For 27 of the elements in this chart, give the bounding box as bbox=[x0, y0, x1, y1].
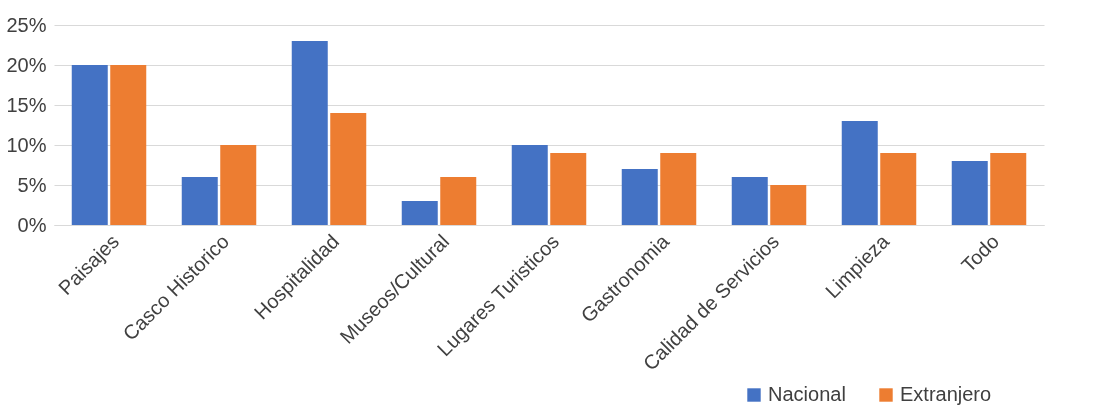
bar bbox=[990, 153, 1027, 225]
bar bbox=[401, 201, 438, 225]
legend-label: Nacional bbox=[768, 383, 846, 405]
x-tick-label: Todo bbox=[956, 230, 1004, 277]
y-tick-label: 25% bbox=[6, 13, 47, 36]
bar bbox=[880, 153, 917, 225]
y-tick-label: 0% bbox=[17, 213, 47, 236]
bar bbox=[660, 153, 697, 225]
bar bbox=[291, 41, 328, 225]
bar bbox=[110, 65, 147, 225]
bar bbox=[71, 65, 108, 225]
y-tick-label: 10% bbox=[6, 133, 47, 156]
legend-label: Extranjero bbox=[900, 383, 992, 405]
bar bbox=[220, 145, 257, 225]
bar bbox=[770, 185, 807, 225]
y-tick-label: 20% bbox=[6, 53, 47, 76]
bar bbox=[330, 113, 367, 225]
bar bbox=[181, 177, 218, 225]
y-tick-label: 5% bbox=[17, 173, 47, 196]
bar bbox=[731, 177, 768, 225]
bar bbox=[951, 161, 988, 225]
y-tick-label: 15% bbox=[6, 93, 47, 116]
bar bbox=[621, 169, 658, 225]
bar bbox=[440, 177, 477, 225]
bar bbox=[511, 145, 548, 225]
bar bbox=[841, 121, 878, 225]
bar bbox=[550, 153, 587, 225]
